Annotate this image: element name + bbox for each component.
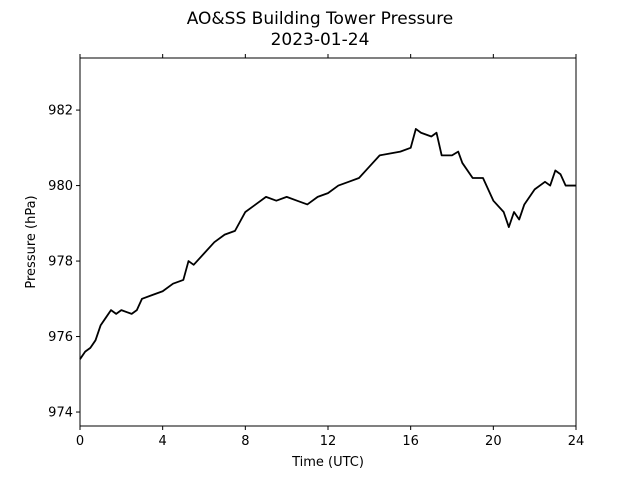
- x-tick-label: 4: [159, 434, 167, 449]
- x-tick-label: 20: [485, 434, 502, 449]
- y-tick-label: 976: [48, 330, 73, 345]
- x-tick-label: 12: [320, 434, 337, 449]
- y-tick-label: 978: [48, 255, 73, 270]
- x-axis-label: Time (UTC): [291, 455, 364, 470]
- x-tick-label: 0: [76, 434, 84, 449]
- y-tick-label: 980: [48, 179, 73, 194]
- x-tick-label: 8: [241, 434, 249, 449]
- plot-frame: [79, 57, 577, 427]
- y-tick-label: 974: [48, 406, 73, 421]
- chart-subtitle: 2023-01-24: [271, 30, 370, 50]
- x-tick-label: 16: [402, 434, 419, 449]
- x-tick-label: 24: [568, 434, 585, 449]
- line-series: [79, 128, 576, 360]
- y-axis-label: Pressure (hPa): [24, 195, 39, 288]
- chart-title: AO&SS Building Tower Pressure: [187, 9, 454, 29]
- y-tick-label: 982: [48, 104, 73, 119]
